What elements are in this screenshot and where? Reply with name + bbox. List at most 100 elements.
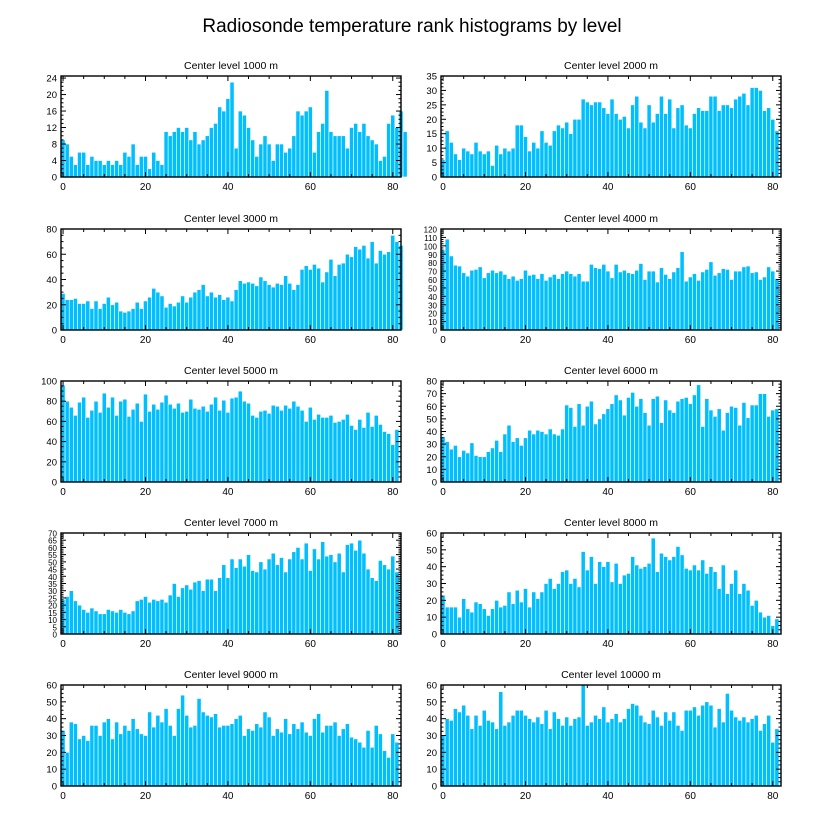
bar xyxy=(766,714,772,787)
bar xyxy=(506,591,512,635)
panel-7: Center level 7000 m0 20 40 60 80051015202530… xyxy=(48,517,402,650)
bar xyxy=(720,564,726,635)
bar xyxy=(749,272,755,331)
bar xyxy=(675,546,681,635)
y-tick-label: 60 xyxy=(48,544,57,553)
bar xyxy=(700,704,706,787)
bar xyxy=(700,110,706,178)
panel-6: Center level 6000 m0 20 40 60 80010203040506… xyxy=(426,365,782,498)
bar xyxy=(667,559,673,635)
bar xyxy=(741,583,747,635)
y-tick-label: 60 xyxy=(426,402,437,413)
bar xyxy=(696,280,701,331)
bar xyxy=(369,746,375,787)
bar xyxy=(720,104,726,178)
bar xyxy=(720,429,726,483)
bar xyxy=(477,603,483,635)
bar xyxy=(477,150,483,178)
bar xyxy=(250,282,256,331)
bar xyxy=(700,559,706,635)
bar xyxy=(188,139,194,178)
bar xyxy=(514,124,520,178)
bar xyxy=(708,566,714,635)
bar xyxy=(320,541,326,635)
bar xyxy=(237,110,243,178)
bar xyxy=(646,424,652,483)
bar xyxy=(584,280,590,331)
bar xyxy=(626,397,631,483)
bar xyxy=(279,731,284,787)
bar xyxy=(498,270,504,331)
bar xyxy=(101,613,107,635)
bar xyxy=(461,147,467,178)
bar xyxy=(225,577,231,635)
bar xyxy=(531,721,537,787)
bar xyxy=(683,397,689,483)
bar xyxy=(312,264,317,331)
bar xyxy=(646,104,652,178)
bar xyxy=(729,107,734,178)
x-tick-label: 60 xyxy=(685,487,697,498)
y-tick-label: 65 xyxy=(48,537,57,546)
bar xyxy=(139,308,144,331)
bar xyxy=(246,402,251,483)
bar xyxy=(184,410,190,483)
bar xyxy=(457,616,462,635)
bar xyxy=(180,587,185,635)
bar xyxy=(200,590,206,635)
bar xyxy=(332,721,338,787)
bar xyxy=(68,299,74,331)
bar xyxy=(176,301,181,331)
bar xyxy=(97,735,103,787)
bar xyxy=(774,408,780,483)
bar xyxy=(225,98,231,178)
bar xyxy=(601,413,607,483)
bar xyxy=(461,272,467,331)
y-tick-label: 25 xyxy=(48,594,57,603)
bar xyxy=(564,404,570,483)
bar xyxy=(85,164,91,178)
bar xyxy=(510,275,516,331)
bar xyxy=(279,557,284,635)
bar xyxy=(279,143,284,178)
bar xyxy=(692,394,697,483)
bar xyxy=(118,733,124,787)
bar xyxy=(192,291,198,331)
bar xyxy=(340,571,346,635)
bar xyxy=(147,601,152,635)
bar xyxy=(556,583,561,635)
bar xyxy=(556,124,561,178)
bar xyxy=(303,110,309,178)
bar xyxy=(749,718,755,787)
bar xyxy=(510,441,516,483)
bar xyxy=(654,281,660,331)
bar xyxy=(477,456,483,483)
bar xyxy=(307,406,313,483)
bar xyxy=(535,429,541,483)
bar xyxy=(556,278,561,331)
bar xyxy=(453,606,458,635)
bar xyxy=(89,308,95,331)
bar xyxy=(283,151,288,178)
bar xyxy=(353,429,359,483)
bar xyxy=(246,728,251,787)
bar xyxy=(402,131,408,178)
bar xyxy=(262,409,268,483)
bar xyxy=(93,610,99,635)
bar xyxy=(73,600,78,635)
x-tick-label: 80 xyxy=(387,639,399,650)
bar xyxy=(518,709,524,787)
x-tick-label: 20 xyxy=(520,182,532,193)
bar xyxy=(523,136,528,178)
bar xyxy=(630,556,636,635)
bar xyxy=(221,725,227,787)
bar xyxy=(704,398,710,483)
bar xyxy=(687,276,693,331)
bar xyxy=(254,156,260,178)
bar xyxy=(667,409,673,483)
bar xyxy=(361,245,367,331)
bar xyxy=(716,408,722,483)
bar xyxy=(617,721,623,787)
bar xyxy=(390,235,396,331)
